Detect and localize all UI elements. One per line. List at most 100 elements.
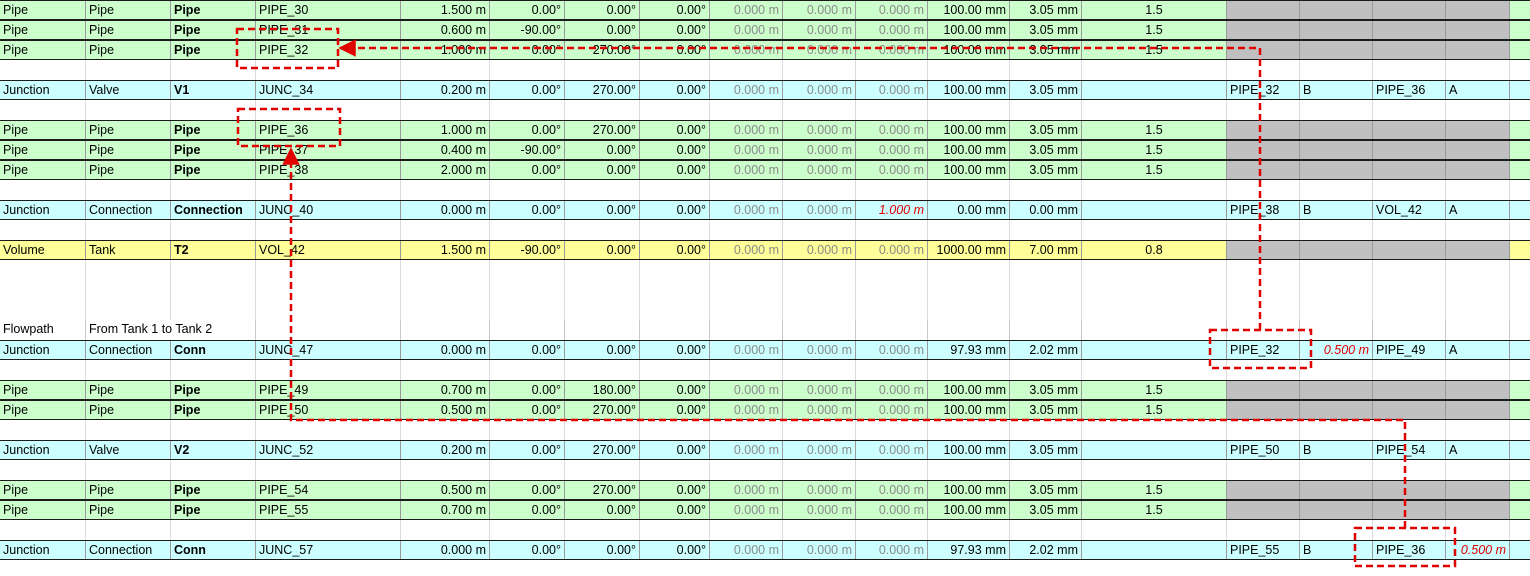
cell[interactable]: Pipe (0, 161, 86, 179)
cell[interactable] (1446, 21, 1510, 39)
cell[interactable]: 0.00° (490, 41, 565, 59)
cell[interactable] (783, 100, 856, 120)
cell[interactable]: 0.00° (490, 201, 565, 219)
cell[interactable]: 0.000 m (710, 501, 783, 519)
cell[interactable] (490, 60, 565, 80)
connection-component-cell[interactable]: PIPE_32 (1227, 81, 1300, 99)
connection-end-cell[interactable]: B (1300, 441, 1373, 459)
cell[interactable] (1227, 220, 1300, 240)
cell[interactable]: 100.00 mm (928, 401, 1010, 419)
cell[interactable]: 0.00° (565, 341, 640, 359)
cell[interactable] (1300, 360, 1373, 380)
cell[interactable]: PIPE_49 (256, 381, 401, 399)
cell[interactable]: Pipe (86, 161, 171, 179)
cell[interactable] (565, 420, 640, 440)
cell[interactable]: -90.00° (490, 241, 565, 259)
cell[interactable] (565, 180, 640, 200)
cell[interactable]: VOL_42 (256, 241, 401, 259)
cell[interactable] (1227, 300, 1300, 320)
connection-component-cell[interactable]: VOL_42 (1373, 201, 1446, 219)
cell[interactable]: 0.00° (640, 1, 710, 19)
cell[interactable]: 3.05 mm (1010, 481, 1082, 499)
cell[interactable] (1010, 60, 1082, 80)
cell[interactable]: 0.00° (490, 341, 565, 359)
cell[interactable]: 0.000 m (710, 241, 783, 259)
cell[interactable] (0, 180, 86, 200)
connection-component-cell[interactable]: PIPE_54 (1373, 441, 1446, 459)
pipe-row[interactable]: Pipe Pipe Pipe PIPE_54 0.500 m 0.00° 270.00° 0.… (0, 480, 1530, 500)
cell[interactable] (1373, 501, 1446, 519)
cell[interactable] (401, 360, 490, 380)
cell[interactable] (1082, 320, 1227, 340)
cell[interactable]: 0.000 m (856, 381, 928, 399)
cell[interactable] (1300, 501, 1373, 519)
cell[interactable] (1446, 381, 1510, 399)
cell[interactable] (1300, 401, 1373, 419)
connection-end-cell[interactable]: A (1446, 201, 1510, 219)
cell[interactable] (1082, 201, 1227, 219)
cell[interactable] (565, 280, 640, 300)
cell[interactable]: 0.000 m (856, 401, 928, 419)
cell[interactable] (565, 460, 640, 480)
cell[interactable]: Pipe (86, 121, 171, 139)
cell[interactable] (640, 360, 710, 380)
cell[interactable] (401, 300, 490, 320)
cell[interactable] (401, 180, 490, 200)
cell[interactable] (1010, 420, 1082, 440)
cell[interactable]: 0.00° (490, 81, 565, 99)
cell[interactable]: 3.05 mm (1010, 21, 1082, 39)
cell[interactable]: 0.000 m (856, 141, 928, 159)
cell[interactable]: 0.000 m (710, 41, 783, 59)
cell[interactable] (640, 180, 710, 200)
cell[interactable] (1373, 1, 1446, 19)
cell[interactable]: 2.02 mm (1010, 341, 1082, 359)
cell[interactable] (86, 260, 171, 280)
cell[interactable] (928, 460, 1010, 480)
cell[interactable] (856, 420, 928, 440)
cell[interactable]: 1.5 (1082, 401, 1227, 419)
cell[interactable] (1300, 41, 1373, 59)
cell[interactable]: 0.000 m (710, 481, 783, 499)
cell[interactable] (710, 180, 783, 200)
cell[interactable] (256, 280, 401, 300)
cell[interactable]: 0.00° (490, 121, 565, 139)
cell[interactable]: 1.5 (1082, 481, 1227, 499)
cell[interactable] (1010, 460, 1082, 480)
cell[interactable] (1227, 280, 1300, 300)
cell[interactable] (1373, 121, 1446, 139)
cell[interactable]: 3.05 mm (1010, 41, 1082, 59)
cell[interactable] (856, 460, 928, 480)
cell[interactable] (1010, 320, 1082, 340)
cell[interactable] (1227, 241, 1300, 259)
cell[interactable]: 0.00° (490, 1, 565, 19)
cell[interactable] (710, 520, 783, 540)
cell[interactable] (710, 60, 783, 80)
cell[interactable] (0, 420, 86, 440)
cell[interactable] (86, 280, 171, 300)
cell[interactable]: 0.000 m (856, 541, 928, 559)
cell[interactable] (1010, 220, 1082, 240)
cell[interactable]: Pipe (171, 121, 256, 139)
cell[interactable]: 0.000 m (710, 121, 783, 139)
cell[interactable]: 0.000 m (856, 41, 928, 59)
cell[interactable] (86, 420, 171, 440)
cell[interactable] (1227, 460, 1300, 480)
cell[interactable] (1300, 60, 1373, 80)
cell[interactable] (256, 460, 401, 480)
cell[interactable]: 1.5 (1082, 141, 1227, 159)
cell[interactable]: 1.000 m (856, 201, 928, 219)
cell[interactable] (1300, 1, 1373, 19)
cell[interactable]: 3.05 mm (1010, 401, 1082, 419)
cell[interactable]: 0.200 m (401, 81, 490, 99)
cell[interactable]: 270.00° (565, 441, 640, 459)
cell[interactable] (1082, 260, 1227, 280)
cell[interactable] (1446, 460, 1510, 480)
cell[interactable]: 0.00° (490, 441, 565, 459)
cell[interactable]: 0.000 m (856, 481, 928, 499)
cell[interactable]: 100.00 mm (928, 381, 1010, 399)
cell[interactable]: 1.000 m (401, 121, 490, 139)
cell[interactable] (86, 360, 171, 380)
volume-row[interactable]: Volume Tank T2 VOL_42 1.500 m -90.00° 0.00° 0.0… (0, 240, 1530, 260)
cell[interactable]: 0.8 (1082, 241, 1227, 259)
cell[interactable]: 0.00° (565, 161, 640, 179)
